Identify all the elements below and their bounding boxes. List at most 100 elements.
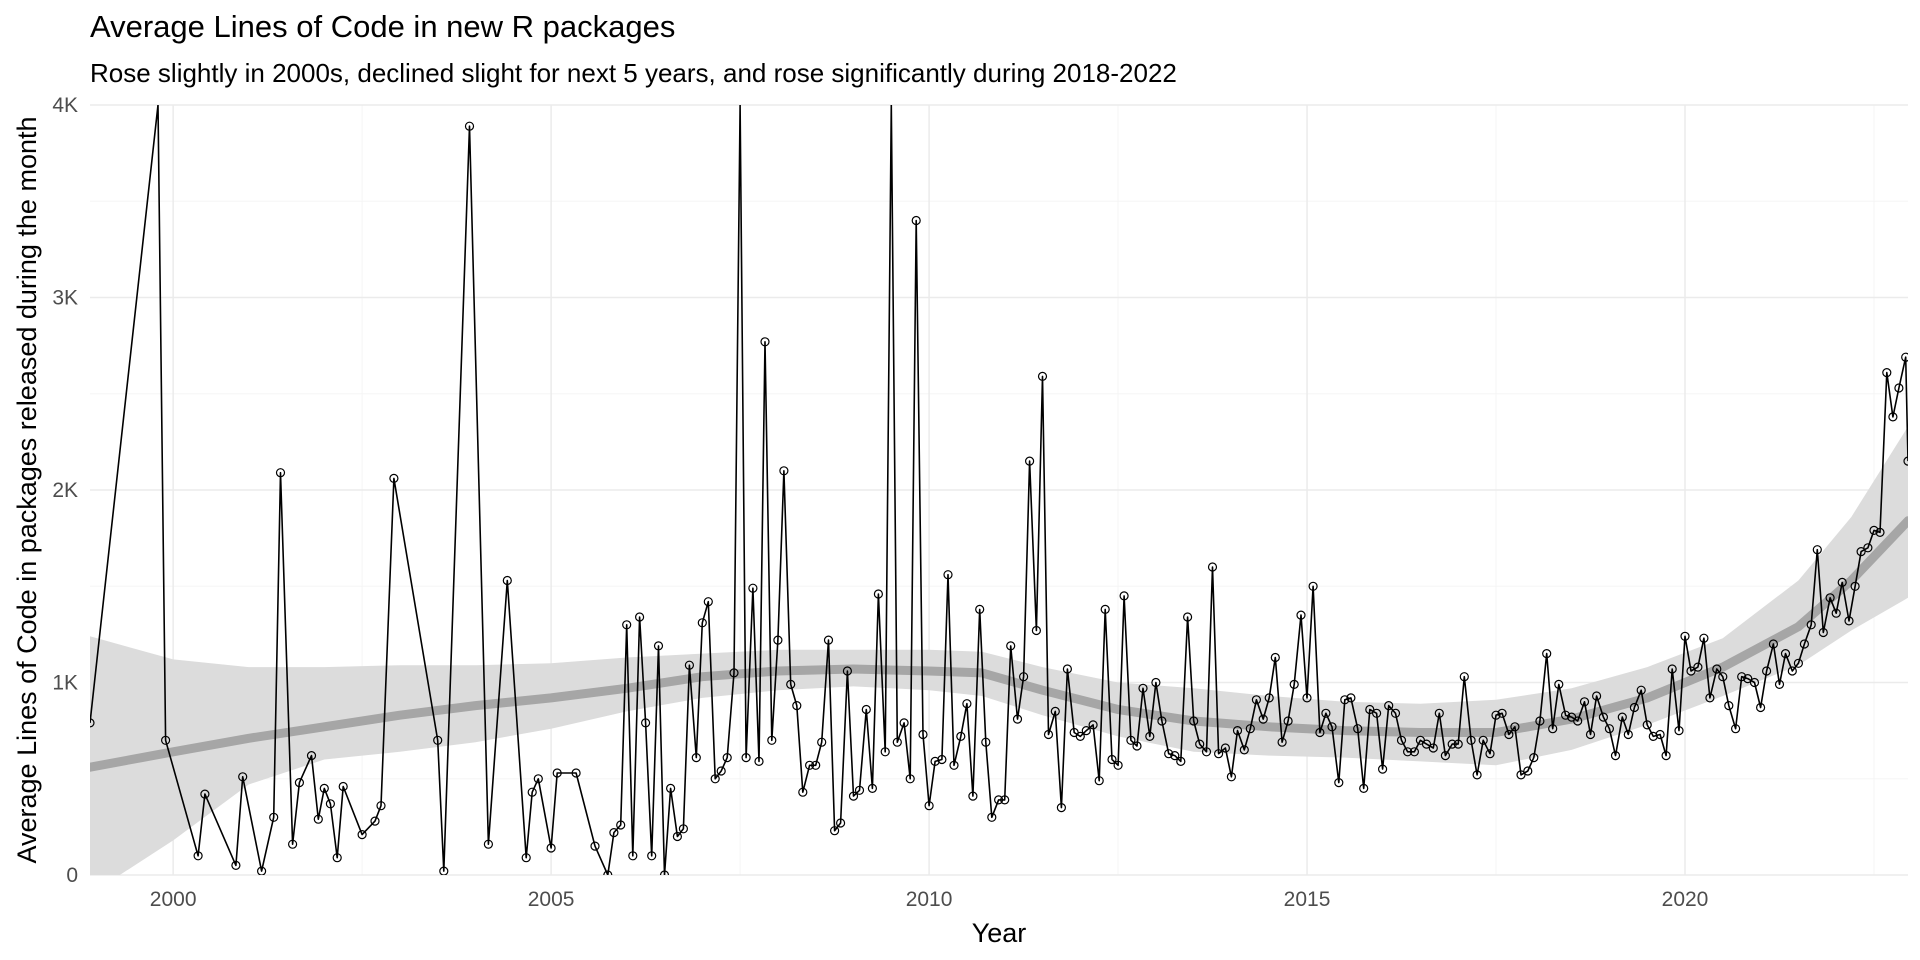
data-point — [1604, 724, 1615, 734]
data-point — [1699, 633, 1709, 643]
x-tick-label: 2000 — [150, 888, 197, 911]
data-point — [817, 737, 827, 747]
data-point — [1686, 666, 1696, 676]
y-tick-label: 1K — [52, 672, 78, 695]
data-point — [1232, 725, 1243, 736]
data-point — [1749, 677, 1760, 688]
data-point — [1459, 672, 1469, 682]
data-point — [238, 772, 248, 782]
data-point — [1617, 712, 1627, 722]
data-point — [1289, 679, 1299, 690]
data-point — [1793, 658, 1804, 668]
data-point — [672, 831, 683, 842]
data-point — [1207, 562, 1218, 572]
data-point — [1863, 543, 1873, 553]
data-point — [325, 799, 335, 809]
data-point — [659, 870, 670, 875]
data-point — [653, 641, 664, 651]
data-point — [1384, 700, 1394, 711]
data-point — [90, 718, 95, 728]
data-point — [741, 752, 751, 763]
data-point — [1888, 412, 1898, 422]
data-point — [1346, 693, 1356, 703]
data-point — [571, 768, 581, 778]
data-point — [1901, 352, 1908, 362]
data-point — [1579, 697, 1590, 707]
data-line — [90, 105, 1908, 875]
data-point — [1258, 714, 1268, 724]
data-point — [1113, 760, 1123, 770]
data-point — [1680, 631, 1690, 641]
data-point — [1006, 641, 1016, 651]
data-point — [1705, 693, 1715, 703]
data-point — [729, 668, 739, 678]
data-point — [527, 787, 537, 797]
data-point — [1126, 735, 1136, 745]
data-point — [842, 666, 853, 676]
data-point — [1151, 677, 1161, 688]
data-point — [1377, 764, 1388, 774]
data-point — [1094, 776, 1104, 786]
data-point — [943, 570, 953, 580]
data-point — [590, 841, 600, 851]
data-point — [1768, 639, 1779, 649]
data-point — [231, 860, 241, 871]
data-point — [975, 604, 985, 615]
data-point — [1491, 710, 1501, 720]
chart-subtitle: Rose slightly in 2000s, declined slight … — [90, 58, 1177, 88]
data-points — [90, 121, 1908, 875]
data-point — [1056, 802, 1067, 813]
data-point — [294, 777, 304, 788]
data-point — [1164, 749, 1174, 759]
data-point — [924, 801, 934, 811]
data-point — [483, 839, 493, 849]
data-point — [1856, 546, 1866, 557]
data-point — [1018, 672, 1029, 682]
data-point — [640, 718, 651, 728]
data-point — [616, 820, 626, 830]
data-point — [338, 781, 348, 792]
data-point — [930, 756, 940, 767]
data-point — [760, 337, 770, 347]
data-point — [1334, 777, 1344, 788]
data-point — [1585, 729, 1596, 740]
y-tick-label: 4K — [52, 94, 78, 117]
data-point — [786, 679, 796, 690]
data-point — [1321, 708, 1331, 718]
data-point — [502, 575, 512, 586]
data-point — [1157, 716, 1167, 726]
data-point — [1195, 739, 1205, 749]
data-point — [937, 754, 947, 765]
data-point — [962, 699, 972, 709]
data-point — [1453, 739, 1463, 749]
data-point — [792, 700, 802, 711]
data-point — [1774, 679, 1785, 690]
data-point — [332, 853, 342, 863]
data-point — [1573, 716, 1583, 726]
data-point — [1043, 729, 1054, 740]
data-point — [1535, 716, 1545, 726]
data-point — [1390, 708, 1401, 718]
x-tick-label: 2005 — [528, 888, 575, 911]
data-point — [1655, 729, 1665, 740]
data-point — [987, 812, 997, 822]
chart-title: Average Lines of Code in new R packages — [90, 9, 676, 44]
data-point — [993, 795, 1004, 805]
data-point — [1213, 749, 1224, 759]
data-point — [873, 589, 884, 599]
data-point — [1031, 625, 1042, 636]
data-point — [1000, 795, 1010, 805]
data-point — [1353, 724, 1363, 734]
x-tick-label: 2015 — [1284, 888, 1331, 911]
data-point — [546, 843, 556, 853]
data-point — [1132, 741, 1142, 751]
data-point — [1882, 368, 1892, 378]
x-axis-ticks: 2000 2005 2010 2015 2020 — [150, 888, 1709, 911]
data-point — [1466, 735, 1476, 745]
data-point — [1497, 708, 1507, 718]
data-point — [949, 760, 959, 770]
data-point — [1012, 714, 1023, 724]
data-point — [684, 660, 695, 670]
data-point — [767, 735, 777, 745]
data-point — [1409, 747, 1420, 757]
